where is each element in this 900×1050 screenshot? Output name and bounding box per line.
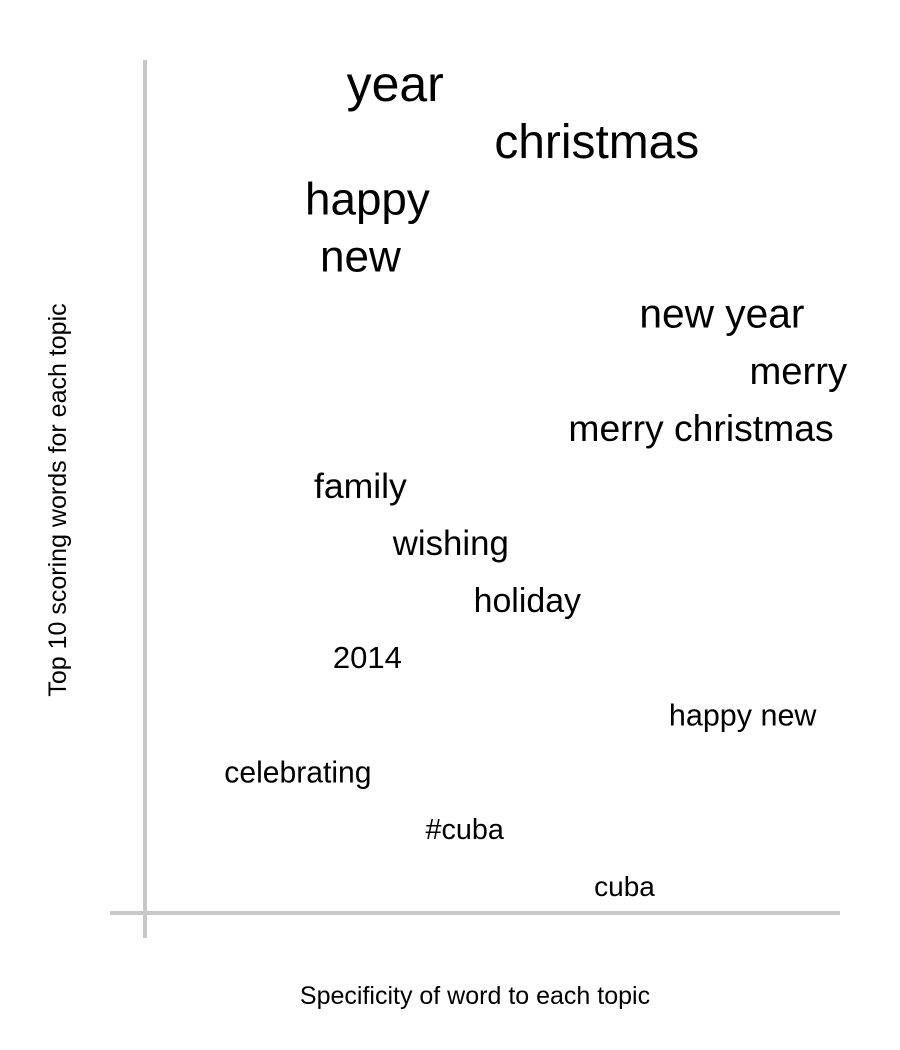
word-mark-8: family (314, 466, 407, 506)
word-mark-7: merry christmas (568, 407, 833, 449)
word-mark-12: happy new (669, 698, 817, 732)
word-mark-9: wishing (392, 524, 509, 563)
word-mark-10: holiday (474, 582, 581, 620)
word-mark-15: cuba (594, 871, 655, 902)
word-mark-3: happy (305, 173, 430, 224)
word-mark-14: #cuba (425, 814, 504, 846)
word-mark-13: celebrating (224, 756, 371, 789)
word-mark-2: christmas (494, 116, 699, 169)
y-axis-title: Top 10 scoring words for each topic (44, 303, 72, 696)
word-mark-4: new (320, 232, 401, 281)
word-marks: year christmas happy new new year merry merry … (224, 56, 848, 902)
x-axis-title: Specificity of word to each topic (300, 982, 650, 1010)
word-mark-1: year (347, 56, 444, 112)
word-mark-6: merry (750, 350, 848, 393)
word-mark-5: new year (639, 291, 804, 337)
word-mark-11: 2014 (333, 640, 402, 675)
